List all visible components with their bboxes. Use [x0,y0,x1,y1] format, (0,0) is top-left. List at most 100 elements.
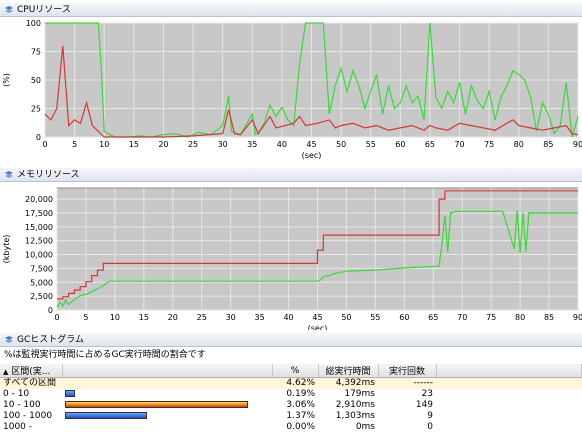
series-line-1 [56,210,578,308]
x-tick-label: 15 [139,313,149,322]
gc-table-row[interactable]: 10 - 100 3.06% 2,910ms 149 [0,400,582,411]
x-tick-label: 20 [168,313,178,322]
x-tick-label: 5 [83,313,88,322]
filler-cell [436,422,582,433]
panel-toggle-icon[interactable] [5,6,13,14]
gc-ratio-bar [65,390,75,397]
range-cell: 100 - 1000 [3,411,53,421]
x-tick-label: 10 [99,140,109,149]
column-header-bar[interactable] [62,364,273,378]
gc-table-row[interactable]: 1000 - 0.00% 0ms 0 [0,422,582,433]
total-time-cell: 4,392ms [318,377,378,389]
series-line-1 [44,45,579,138]
y-tick-label: 0 [48,306,53,315]
gc-note: %は監視実行時間に占めるGC実行時間の割合です [4,350,206,360]
y-tick-label: 17,500 [25,209,53,218]
memory-panel-header: メモリリソース [0,168,582,182]
y-tick-label: 15,000 [25,223,53,232]
x-tick-label: 90 [573,140,582,149]
x-tick-label: 75 [484,140,494,149]
range-cell: 10 - 100 [3,400,41,410]
gc-panel-title: GCヒストグラム [17,335,84,345]
y-tick-label: 20,000 [25,195,53,204]
gc-histogram-table: ▲ 区間(実... % 総実行時間 実行回数 すべての区間 4.62% 4,392m… [0,364,582,433]
x-tick-label: 70 [457,313,467,322]
bar-cell [62,422,272,433]
x-tick-label: 70 [454,140,464,149]
gc-table-row[interactable]: 100 - 1000 1.37% 1,303ms 9 [0,411,582,422]
x-tick-label: 30 [218,140,228,149]
filler-cell [436,400,582,411]
panel-toggle-icon[interactable] [5,336,13,344]
bar-cell [62,400,272,411]
x-tick-label: 25 [188,140,198,149]
range-cell: 0 - 10 [3,389,30,399]
x-tick-label: 5 [72,140,77,149]
x-tick-label: 80 [515,313,525,322]
x-tick-label: 20 [158,140,168,149]
filler-cell [436,411,582,422]
y-tick-label: 7,500 [30,264,53,273]
y-axis-label: (kbyte) [2,235,11,264]
x-tick-label: 90 [573,313,582,322]
y-tick-label: 0 [36,133,41,142]
bar-cell [62,411,272,422]
bar-cell [62,389,272,400]
gc-table-row[interactable]: すべての区間 4.62% 4,392ms ------ [0,377,582,389]
x-tick-label: 30 [226,313,236,322]
column-header-percent[interactable]: % [272,364,319,378]
y-tick-label: 25 [31,105,41,114]
x-tick-label: 45 [312,313,322,322]
series-line-0 [57,190,578,300]
gc-ratio-bar [65,412,147,419]
x-tick-label: 25 [197,313,207,322]
filler-cell [436,377,582,389]
x-tick-label: 45 [306,140,316,149]
y-tick-label: 10,000 [25,251,53,260]
x-tick-label: 50 [341,313,351,322]
range-cell: 1000 - [3,422,33,432]
column-header-range[interactable]: ▲ 区間(実... [0,364,63,378]
x-tick-label: 50 [336,140,346,149]
cpu-resource-panel: CPUリソース 0 5 10 15 20 25 30 35 40 45 50 55 60 65 70 75 80… [0,0,582,163]
y-tick-label: 12,500 [25,237,53,246]
cpu-panel-title: CPUリソース [17,5,71,15]
x-tick-label: 65 [428,313,438,322]
x-axis-label: (sec) [302,151,322,160]
count-cell: 9 [427,411,433,421]
percent-cell: 3.06% [286,400,315,410]
total-time-cell: 179ms [344,389,375,399]
memory-resource-panel: メモリリソース 0 5 10 15 20 25 30 35 40 45 50 55 60 65 70 75 80… [0,165,582,330]
x-tick-label: 75 [486,313,496,322]
x-tick-label: 15 [129,140,139,149]
x-tick-label: 40 [283,313,293,322]
percent-cell: 0.19% [286,389,315,399]
count-cell: ------ [378,377,436,389]
x-tick-label: 55 [366,140,376,149]
x-tick-label: 60 [399,313,409,322]
percent-cell: 4.62% [272,377,318,389]
column-header-total-time[interactable]: 総実行時間 [318,364,379,378]
percent-cell: 1.37% [286,411,315,421]
count-cell: 0 [427,422,433,432]
series-line-0 [45,22,579,138]
column-header-count[interactable]: 実行回数 [378,364,437,378]
filler-cell [436,389,582,400]
cpu-panel-header: CPUリソース [0,3,582,17]
bar-cell [62,377,272,389]
memory-panel-title: メモリリソース [17,170,80,180]
x-tick-label: 60 [395,140,405,149]
panel-toggle-icon[interactable] [5,171,13,179]
y-axis-label: (%) [2,73,11,87]
x-tick-label: 0 [54,313,59,322]
cpu-chart: 0 5 10 15 20 25 30 35 40 45 50 55 60 65 70 75 80 85 90 100 7… [2,19,582,160]
x-tick-label: 55 [370,313,380,322]
count-cell: 23 [421,389,433,399]
y-tick-label: 50 [31,76,41,85]
x-tick-label: 65 [425,140,435,149]
x-axis-label: (sec) [308,324,328,330]
x-tick-label: 0 [42,140,47,149]
x-tick-label: 85 [543,140,553,149]
total-time-cell: 0ms [355,422,375,432]
gc-table-row[interactable]: 0 - 10 0.19% 179ms 23 [0,389,582,400]
